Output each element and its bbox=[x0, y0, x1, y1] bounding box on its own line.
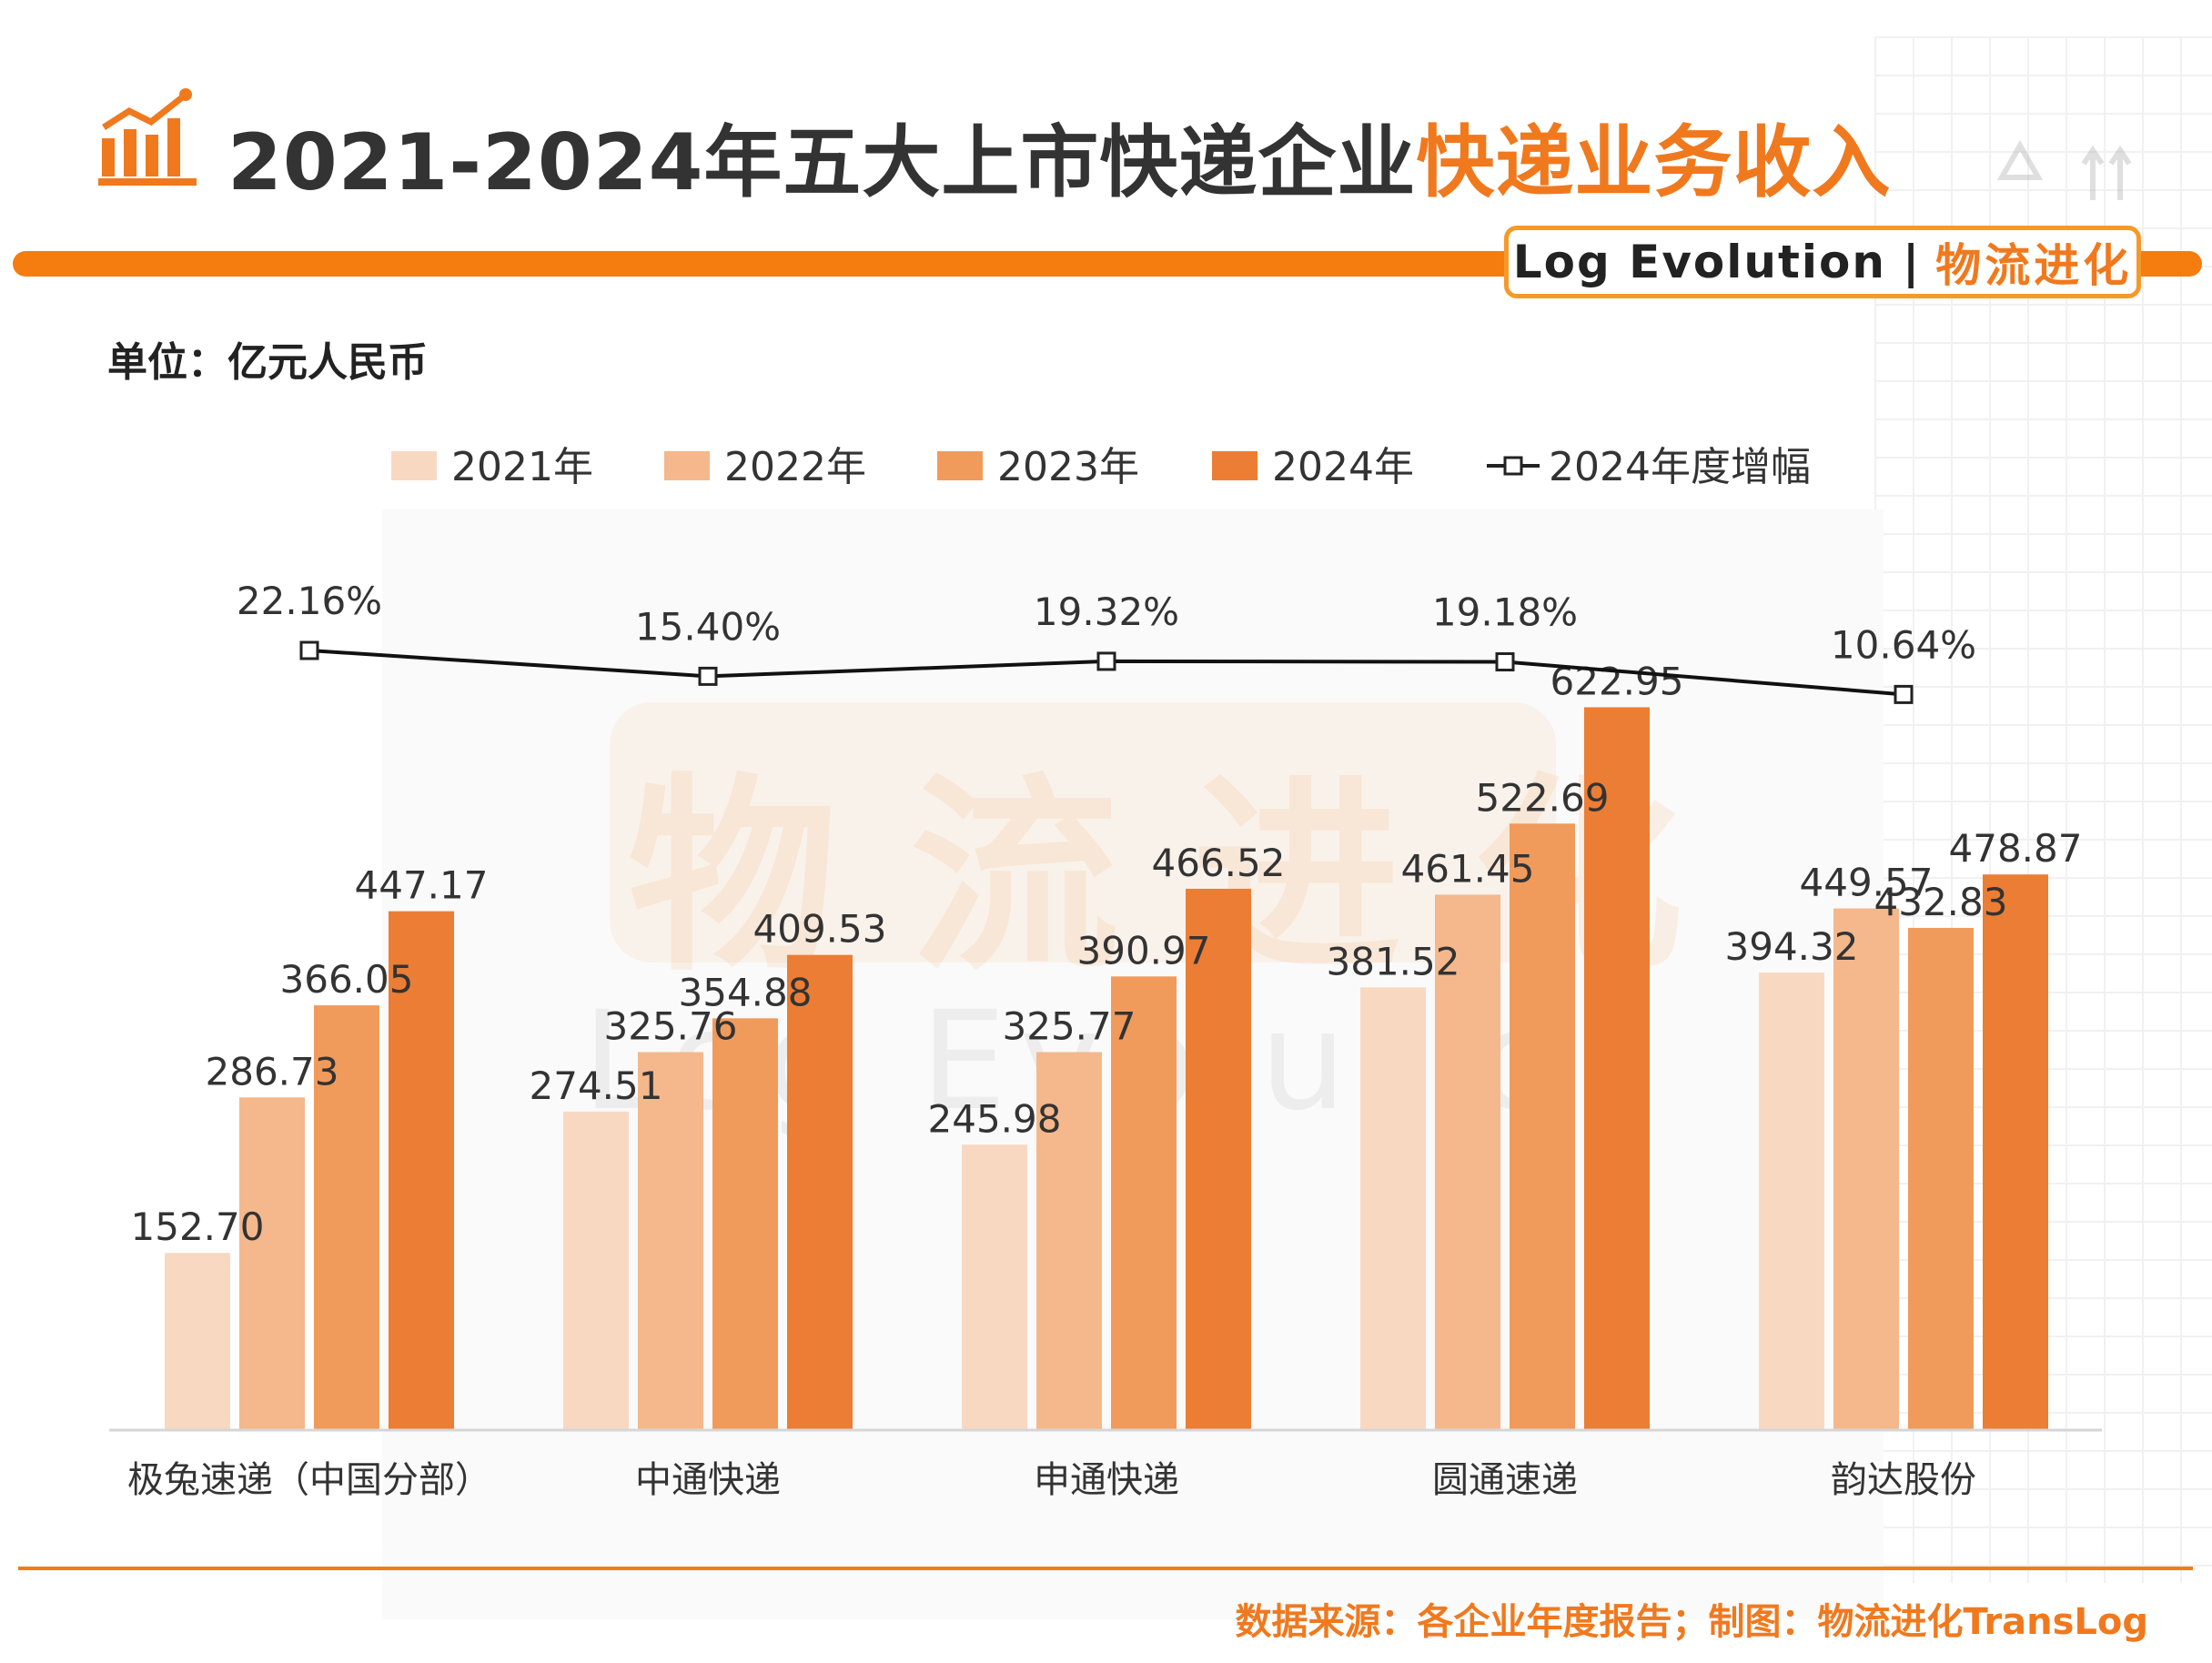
growth-line: 22.16% 15.40% 19.32% 19.18% 10.64% bbox=[237, 579, 1976, 704]
data-label-4-1: 381.52 bbox=[1327, 939, 1460, 983]
category-label-1: 极兔速递（中国分部） bbox=[127, 1459, 491, 1501]
legend-line-marker bbox=[1503, 456, 1523, 476]
data-label-1-3: 366.05 bbox=[280, 957, 414, 1002]
data-label-2-4: 409.53 bbox=[753, 907, 887, 952]
unit-label: 单位：亿元人民币 bbox=[107, 339, 428, 386]
footer-divider bbox=[18, 1567, 2193, 1570]
x-axis: 极兔速递（中国分部） 中通快递 申通快递 圆通速递 韵达股份 bbox=[109, 1428, 2102, 1501]
data-label-3-1: 245.98 bbox=[928, 1096, 1062, 1141]
growth-label-3: 19.32% bbox=[1034, 590, 1179, 634]
data-label-4-2: 461.45 bbox=[1401, 846, 1535, 891]
data-label-5-1: 394.32 bbox=[1725, 924, 1859, 969]
growth-marker-2 bbox=[698, 666, 718, 686]
bar-1-2 bbox=[239, 1097, 305, 1430]
page-title: 2021-2024年五大上市快递企业快递业务收入 bbox=[227, 98, 1891, 212]
category-label-2: 中通快递 bbox=[635, 1459, 781, 1501]
growth-marker-4 bbox=[1495, 652, 1515, 672]
data-label-5-2: 449.57 bbox=[1800, 861, 1934, 905]
brand-en: Log Evolution bbox=[1512, 236, 1886, 288]
data-label-1-4: 447.17 bbox=[355, 863, 489, 908]
bar-5-4 bbox=[1983, 874, 2048, 1430]
bar-labels: 152.70 274.51 245.98 381.52 394.32 286.73 325.… bbox=[131, 659, 2083, 1249]
bar-5-1 bbox=[1759, 973, 1824, 1430]
growth-label-4: 19.18% bbox=[1432, 590, 1578, 635]
bar-2-3 bbox=[712, 1018, 778, 1430]
data-label-1-1: 152.70 bbox=[131, 1204, 265, 1249]
category-label-4: 圆通速递 bbox=[1432, 1459, 1578, 1501]
legend-label-4: 2024年 bbox=[1272, 444, 1414, 490]
data-label-5-4: 478.87 bbox=[1949, 826, 2083, 871]
bar-chart-trend-icon bbox=[98, 88, 197, 186]
bar-2-1 bbox=[563, 1111, 629, 1430]
bar-1-4 bbox=[389, 911, 454, 1430]
data-label-2-1: 274.51 bbox=[530, 1063, 663, 1108]
growth-label-2: 15.40% bbox=[635, 604, 781, 649]
growth-label-5: 10.64% bbox=[1831, 622, 1976, 667]
title-main: 2021-2024年五大上市快递企业 bbox=[227, 117, 1417, 208]
data-label-1-2: 286.73 bbox=[206, 1049, 339, 1094]
bar-3-2 bbox=[1036, 1052, 1102, 1430]
legend-label-1: 2021年 bbox=[451, 444, 593, 490]
bar-1-3 bbox=[314, 1005, 379, 1430]
data-label-3-4: 466.52 bbox=[1152, 841, 1286, 885]
bar-4-3 bbox=[1510, 823, 1575, 1430]
header-bar bbox=[13, 251, 1523, 277]
bar-3-3 bbox=[1111, 976, 1177, 1430]
data-label-5-3: 432.83 bbox=[1874, 880, 2008, 924]
recycle-icon bbox=[1996, 139, 2132, 200]
title-highlight: 快递业务收入 bbox=[1416, 117, 1892, 208]
bar-3-1 bbox=[962, 1144, 1027, 1430]
data-label-3-2: 325.77 bbox=[1003, 1003, 1136, 1048]
bar-4-4 bbox=[1584, 707, 1650, 1430]
legend-swatch-2 bbox=[664, 451, 710, 480]
bar-3-4 bbox=[1186, 888, 1251, 1430]
bar-5-3 bbox=[1908, 927, 1974, 1430]
data-label-3-3: 390.97 bbox=[1077, 928, 1211, 973]
legend-label-2: 2022年 bbox=[724, 444, 866, 490]
bar-4-1 bbox=[1360, 987, 1426, 1430]
data-label-2-3: 354.88 bbox=[679, 970, 813, 1014]
growth-marker-5 bbox=[1894, 684, 1914, 704]
legend-swatch-4 bbox=[1212, 451, 1258, 480]
brand-separator: | bbox=[1902, 236, 1920, 288]
bar-1-1 bbox=[165, 1253, 230, 1430]
legend-label-3: 2023年 bbox=[997, 444, 1139, 490]
bar-2-2 bbox=[638, 1052, 703, 1430]
growth-marker-1 bbox=[299, 640, 319, 660]
legend: 2021年 2022年 2023年 2024年 2024年度增幅 bbox=[391, 444, 1811, 490]
bars bbox=[165, 707, 2048, 1430]
category-label-5: 韵达股份 bbox=[1831, 1459, 1976, 1501]
header-bar-end bbox=[2129, 251, 2202, 277]
growth-label-1: 22.16% bbox=[237, 579, 382, 623]
source-note: 数据来源：各企业年度报告；制图：物流进化TransLog bbox=[1235, 1601, 2149, 1643]
bar-4-2 bbox=[1435, 894, 1500, 1430]
brand-badge: Log Evolution | 物流进化 bbox=[1504, 226, 2141, 298]
bar-5-2 bbox=[1833, 908, 1899, 1430]
data-label-4-3: 522.69 bbox=[1476, 775, 1610, 820]
bar-2-4 bbox=[787, 954, 853, 1430]
watermark-backdrop bbox=[610, 702, 1556, 963]
legend-label-growth: 2024年度增幅 bbox=[1549, 444, 1811, 490]
legend-swatch-1 bbox=[391, 451, 437, 480]
data-label-2-2: 325.76 bbox=[604, 1003, 738, 1048]
growth-marker-3 bbox=[1096, 651, 1116, 671]
category-label-3: 申通快递 bbox=[1034, 1459, 1179, 1501]
brand-cn: 物流进化 bbox=[1935, 239, 2133, 292]
legend-swatch-3 bbox=[937, 451, 983, 480]
